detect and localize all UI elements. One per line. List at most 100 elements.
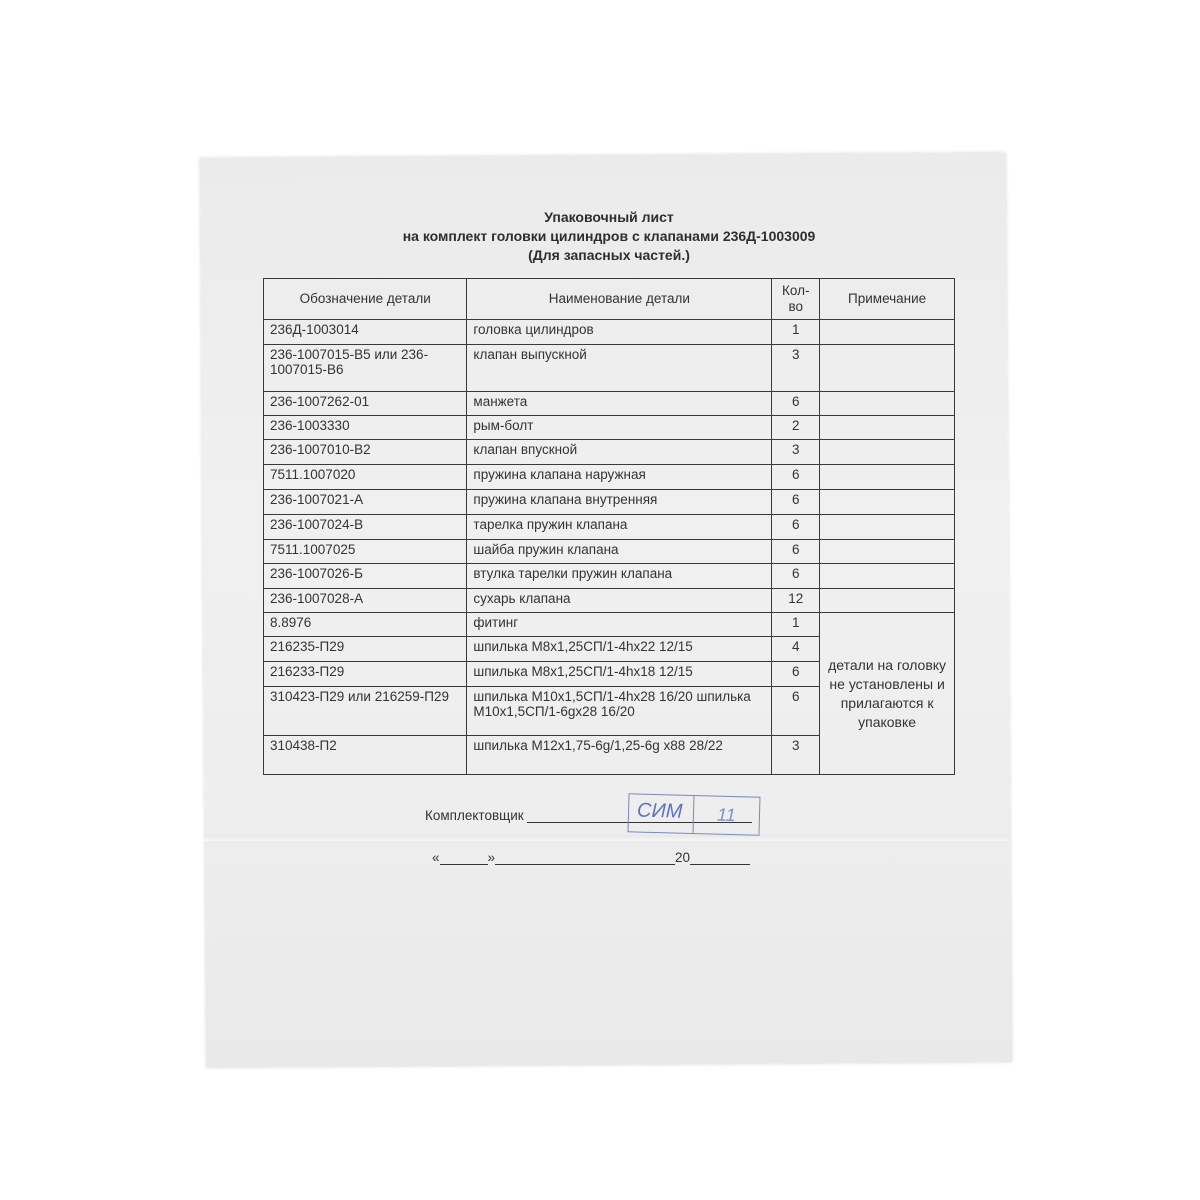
signature-line (527, 808, 753, 823)
packing-table: Обозначение детали Наименование детали К… (262, 278, 955, 775)
cell-note (819, 319, 955, 345)
table-row: 236-1003330 рым-болт 2 (262, 415, 955, 440)
month-line (495, 852, 676, 865)
cell-note (819, 415, 955, 440)
title-line-1: Упаковочный лист (544, 209, 674, 225)
table-row: 236-1007262-01 манжета 6 (262, 391, 955, 416)
cell-name: шпилька М8х1,25СП/1-4hх22 12/15 (466, 636, 773, 662)
stamp-text: СИМ (636, 799, 683, 823)
stamp-divider (692, 795, 695, 833)
table-row: 310423-П29 или 216259-П29 шпилька М10х1,5… (262, 686, 955, 736)
table-row: 236Д-1003014 головка цилиндров 1 (262, 319, 955, 345)
cell-qty: 3 (771, 439, 821, 465)
cell-name: пружина клапана наружная (466, 464, 773, 490)
table-row: 310438-П2 шпилька М12х1,75-6g/1,25-6g х88… (262, 735, 955, 775)
table-row: 7511.1007020 пружина клапана наружная 6 (262, 464, 955, 490)
packer-signature: Комплектовщик (425, 808, 753, 823)
cell-designation: 7511.1007025 (262, 539, 468, 564)
day-line (439, 852, 488, 865)
cell-qty: 1 (771, 319, 821, 345)
cell-name: втулка тарелки пружин клапана (466, 563, 773, 589)
stamp-number: 11 (716, 804, 736, 826)
header-qty: Кол-во (771, 278, 821, 320)
header-note: Примечание (819, 278, 955, 320)
date-open-quote: « (432, 850, 440, 865)
cell-note (819, 514, 955, 540)
cell-name: рым-болт (466, 415, 773, 440)
cell-designation: 310438-П2 (262, 735, 468, 775)
date-close-quote: » (487, 850, 496, 865)
cell-name: фитинг (466, 612, 773, 637)
cell-note (819, 344, 955, 392)
cell-designation: 236-1007024-В (262, 514, 468, 540)
paper-fold (203, 835, 1009, 841)
title-line-3: (Для запасных частей.) (528, 247, 690, 263)
cell-qty: 4 (771, 636, 821, 662)
cell-designation: 236-1003330 (262, 415, 468, 440)
cell-name: манжета (466, 391, 773, 416)
cell-name: клапан выпускной (466, 344, 773, 392)
table-row: 236-1007028-А сухарь клапана 12 (262, 588, 955, 613)
cell-designation: 236-1007010-В2 (262, 439, 468, 465)
cell-name: шпилька М12х1,75-6g/1,25-6g х88 28/22 (466, 735, 773, 775)
cell-qty: 6 (771, 514, 821, 540)
table-row: 216235-П29 шпилька М8х1,25СП/1-4hх22 12/1… (262, 636, 955, 662)
title-line-2: на комплект головки цилиндров с клапанам… (402, 228, 816, 244)
cell-qty: 6 (771, 686, 821, 736)
cell-qty: 1 (771, 612, 821, 637)
cell-designation: 236-1007262-01 (262, 391, 468, 416)
table-row: 236-1007015-В5 или 236-1007015-В6 клапан … (262, 344, 955, 392)
cell-qty: 6 (771, 539, 821, 564)
cell-designation: 216233-П29 (262, 661, 468, 687)
table-row: 236-1007026-Б втулка тарелки пружин клапа… (262, 563, 955, 589)
cell-designation: 8.8976 (262, 612, 468, 637)
cell-qty: 6 (771, 563, 821, 589)
cell-designation: 216235-П29 (262, 636, 468, 662)
cell-name: шпилька М10х1,5СП/1-4hх28 16/20 шпилька … (466, 686, 773, 736)
year-prefix: 20 (675, 850, 691, 865)
cell-designation: 236-1007026-Б (262, 563, 468, 589)
cell-name: шпилька М8х1,25СП/1-4hх18 12/15 (466, 661, 773, 687)
cell-name: сухарь клапана (466, 588, 773, 613)
cell-qty: 6 (771, 661, 821, 687)
table-row: 8.8976 фитинг 1 детали на головку не устано… (262, 612, 955, 775)
cell-qty: 3 (771, 344, 821, 392)
cell-designation: 310423-П29 или 216259-П29 (262, 686, 468, 736)
cell-name: головка цилиндров (466, 319, 773, 345)
header-name: Наименование детали (466, 278, 773, 320)
cell-note (819, 489, 955, 515)
table-row: 236-1007021-А пружина клапана внутренняя 6 (262, 489, 955, 515)
cell-note (819, 539, 955, 564)
cell-note (819, 391, 955, 416)
cell-qty: 6 (771, 489, 821, 515)
header-designation: Обозначение детали (262, 278, 468, 320)
cell-qty: 12 (771, 588, 821, 613)
cell-name: шайба пружин клапана (466, 539, 773, 564)
table-header-row: Обозначение детали Наименование детали К… (262, 278, 955, 320)
cell-designation: 236-1007028-А (262, 588, 468, 613)
cell-designation: 236-1007015-В5 или 236-1007015-В6 (262, 344, 468, 392)
cell-name: клапан впускной (466, 439, 773, 465)
cell-note-merged: детали на головку не установлены и прила… (819, 612, 955, 775)
table-row: 236-1007024-В тарелка пружин клапана 6 (262, 514, 955, 540)
date-field: « » 20 (432, 850, 751, 865)
cell-qty: 2 (771, 415, 821, 440)
cell-designation: 236Д-1003014 (262, 319, 468, 345)
inspection-stamp: СИМ 11 (627, 793, 761, 836)
cell-note (819, 464, 955, 490)
cell-designation: 7511.1007020 (262, 464, 468, 490)
cell-qty: 6 (771, 391, 821, 416)
cell-note (819, 588, 955, 613)
year-line (690, 852, 751, 865)
cell-note (819, 563, 955, 589)
document-title: Упаковочный лист на комплект головки цил… (263, 208, 955, 265)
cell-qty: 6 (771, 464, 821, 490)
table-row: 7511.1007025 шайба пружин клапана 6 (262, 539, 955, 564)
cell-name: пружина клапана внутренняя (466, 489, 773, 515)
cell-name: тарелка пружин клапана (466, 514, 773, 540)
cell-designation: 236-1007021-А (262, 489, 468, 515)
cell-note (819, 439, 955, 465)
table-row: 236-1007010-В2 клапан впускной 3 (262, 439, 955, 465)
cell-qty: 3 (771, 735, 821, 775)
packer-label: Комплектовщик (425, 808, 524, 823)
